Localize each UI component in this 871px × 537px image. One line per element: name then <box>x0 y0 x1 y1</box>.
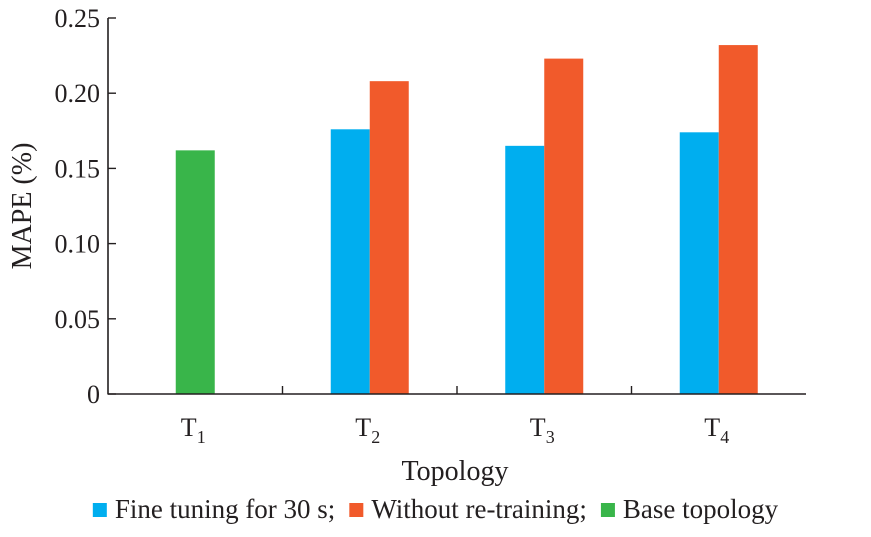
bar-2-2 <box>369 81 409 394</box>
legend-item-3: Base topology <box>600 494 779 524</box>
legend: Fine tuning for 30 s; Without re-training… <box>92 494 779 524</box>
bar-1-4 <box>679 132 719 394</box>
x-tick-label: T1 <box>181 413 206 447</box>
bar-1-3 <box>505 145 545 394</box>
legend-label: Fine tuning for 30 s; <box>115 494 336 524</box>
axes-layer <box>107 17 806 395</box>
x-tick-labels: T1 T2 T3 T4 <box>181 413 729 447</box>
x-tick-label: T3 <box>530 413 555 447</box>
bars-layer <box>175 45 758 395</box>
x-tick-label: T2 <box>355 413 380 447</box>
y-tick-label: 0.25 <box>55 4 101 33</box>
legend-swatch <box>92 503 107 517</box>
legend-swatch <box>349 503 364 517</box>
legend-item-2: Without re-training; <box>349 494 587 524</box>
x-axis-title: Topology <box>402 456 509 487</box>
y-tick-label: 0.20 <box>55 79 101 108</box>
bar-3-1 <box>175 150 215 394</box>
legend-label: Without re-training; <box>371 494 587 524</box>
y-tick-label: 0.05 <box>55 305 101 334</box>
y-tick-labels: 0 0.05 0.10 0.15 0.20 0.25 <box>55 4 101 409</box>
y-tick-label: 0.10 <box>55 230 101 259</box>
bar-2-3 <box>544 58 584 394</box>
legend-label: Base topology <box>623 494 779 524</box>
bar-1-2 <box>330 129 370 394</box>
y-axis-title: MAPE (%) <box>7 143 38 270</box>
y-tick-label: 0.15 <box>55 154 101 183</box>
bar-2-4 <box>718 45 758 395</box>
x-tick-label: T4 <box>704 413 729 447</box>
legend-item-1: Fine tuning for 30 s; <box>92 494 336 524</box>
y-tick-label: 0 <box>87 380 100 409</box>
legend-swatch <box>600 503 615 517</box>
